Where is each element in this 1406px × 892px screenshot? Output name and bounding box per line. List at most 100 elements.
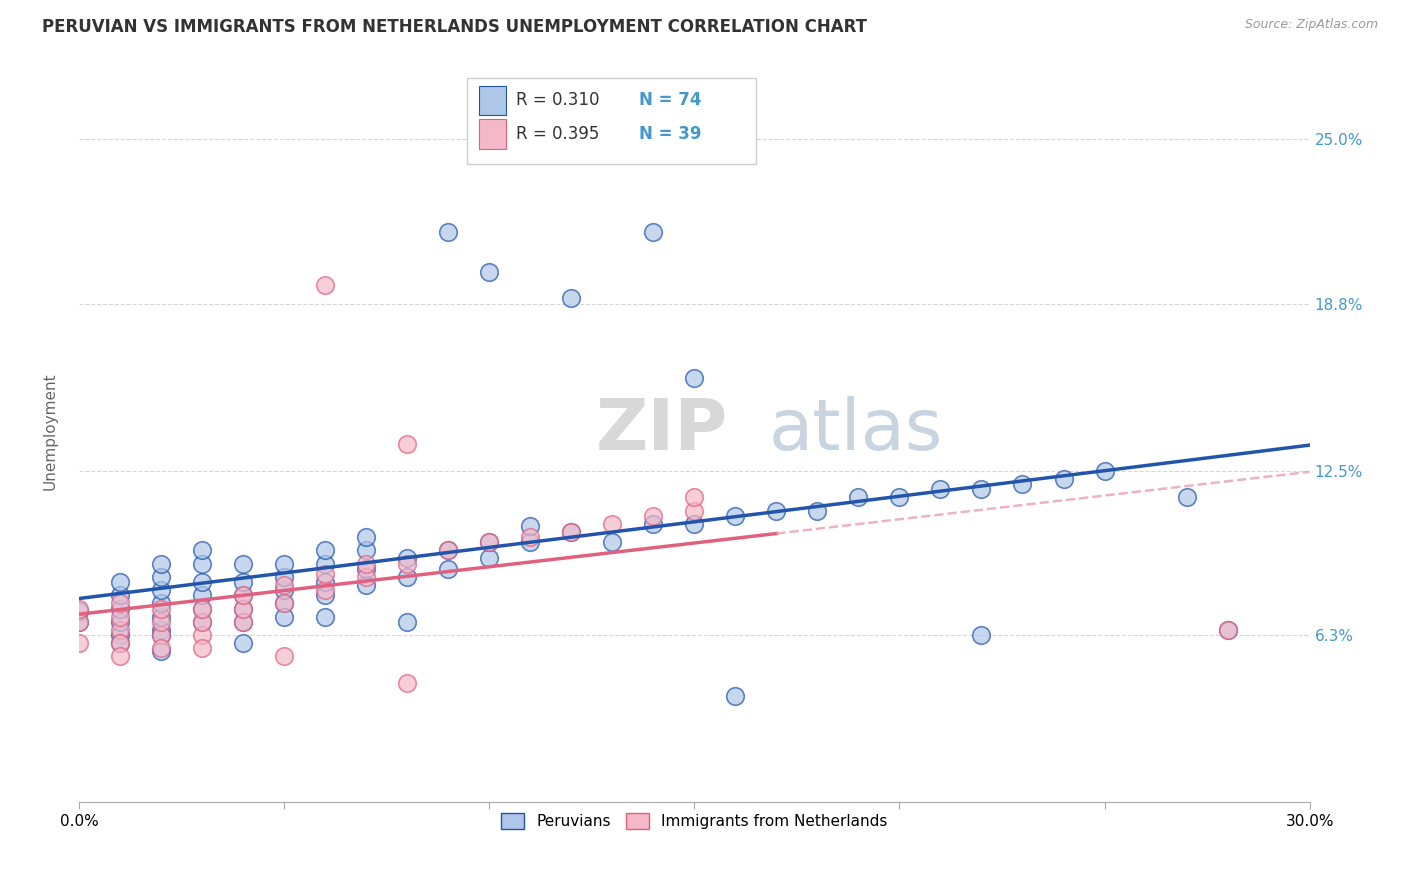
Point [437,562,460,576]
Point [478,265,501,279]
Point [519,535,541,549]
Point [67,601,90,615]
Point [191,575,214,590]
Point [314,575,336,590]
Point [396,557,419,571]
Point [600,535,623,549]
Legend: Peruvians, Immigrants from Netherlands: Peruvians, Immigrants from Netherlands [495,807,894,836]
Point [929,483,952,497]
Text: Source: ZipAtlas.com: Source: ZipAtlas.com [1244,18,1378,31]
Point [1216,623,1239,637]
Point [478,551,501,566]
Point [970,628,993,642]
Point [683,503,706,517]
Point [1011,477,1033,491]
Point [1094,464,1116,478]
Point [191,543,214,558]
Text: PERUVIAN VS IMMIGRANTS FROM NETHERLANDS UNEMPLOYMENT CORRELATION CHART: PERUVIAN VS IMMIGRANTS FROM NETHERLANDS … [42,18,868,36]
FancyBboxPatch shape [467,78,756,163]
Point [108,636,131,650]
Text: R = 0.310: R = 0.310 [516,92,599,110]
Point [150,583,173,598]
Point [108,609,131,624]
Point [191,615,214,629]
Point [232,615,254,629]
Point [191,615,214,629]
Text: N = 39: N = 39 [638,125,702,143]
Point [273,609,295,624]
Point [150,615,173,629]
Point [683,516,706,531]
Point [108,615,131,629]
Point [108,623,131,637]
Point [273,596,295,610]
Point [232,601,254,615]
Point [273,596,295,610]
Point [314,278,336,293]
Point [108,636,131,650]
Point [232,636,254,650]
Point [683,490,706,504]
Point [150,570,173,584]
Bar [479,86,506,115]
Point [232,588,254,602]
Point [354,557,377,571]
Point [396,570,419,584]
Point [600,516,623,531]
Text: R = 0.395: R = 0.395 [516,125,599,143]
Point [232,588,254,602]
Point [1052,472,1074,486]
Point [150,628,173,642]
Point [970,483,993,497]
Point [437,543,460,558]
Point [273,570,295,584]
Point [273,649,295,664]
Point [560,524,582,539]
Point [1175,490,1198,504]
Point [354,570,377,584]
Point [273,557,295,571]
Point [150,609,173,624]
Point [191,601,214,615]
Point [232,615,254,629]
Point [848,490,870,504]
Point [437,543,460,558]
Point [683,371,706,385]
Point [354,578,377,592]
Point [150,644,173,658]
Point [724,508,747,523]
Point [108,575,131,590]
Point [643,508,665,523]
Point [191,588,214,602]
Point [314,609,336,624]
Point [724,689,747,703]
Point [354,562,377,576]
Point [232,575,254,590]
Point [354,530,377,544]
Point [67,604,90,618]
Point [314,583,336,598]
Point [643,225,665,239]
Point [478,535,501,549]
Point [396,551,419,566]
Point [396,615,419,629]
Point [560,524,582,539]
Point [396,676,419,690]
Point [478,535,501,549]
Point [67,615,90,629]
Point [314,557,336,571]
Point [108,649,131,664]
Point [519,530,541,544]
Point [232,601,254,615]
Point [67,615,90,629]
Point [150,601,173,615]
Point [519,519,541,533]
Point [643,516,665,531]
Point [67,636,90,650]
Point [765,503,787,517]
Point [108,588,131,602]
Bar [479,119,506,149]
Point [108,596,131,610]
Point [150,628,173,642]
Y-axis label: Unemployment: Unemployment [44,372,58,490]
